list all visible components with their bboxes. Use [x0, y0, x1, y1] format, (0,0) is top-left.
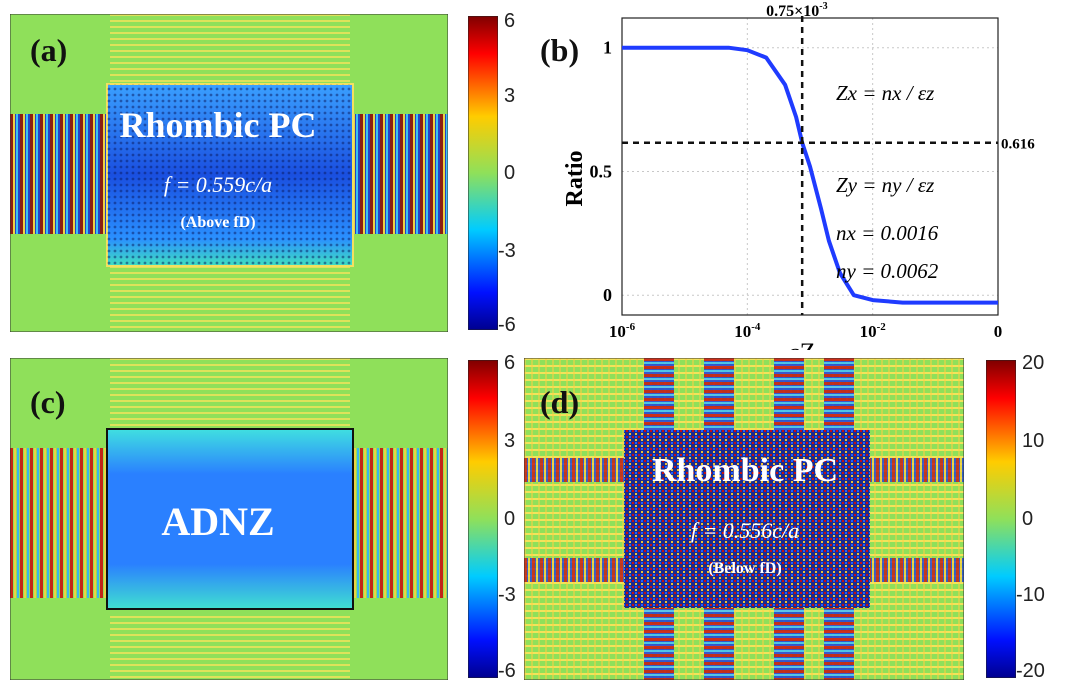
panel-b-label: (b) — [540, 32, 580, 68]
y-tick-label-2: 1 — [603, 38, 612, 58]
panel-c-label: (c) — [30, 384, 66, 420]
colorbar-d-tick-3: 0 — [1022, 508, 1034, 530]
panel-d-title: Rhombic PC — [651, 452, 839, 489]
panel-d-field — [524, 358, 964, 680]
colorbar-a — [468, 16, 498, 330]
colorbar-c-tick-1: 6 — [504, 352, 516, 374]
colorbar-c-tick-5: -6 — [498, 660, 516, 682]
equation-zx: Zx = nx / εz — [836, 81, 934, 105]
x-tick-label-0: 10-6 — [609, 321, 636, 341]
colorbar-d-tick-1: 20 — [1022, 352, 1045, 374]
panel-a-note: (Above fD) — [180, 214, 256, 231]
colorbar-c — [468, 360, 498, 678]
colorbar-c-tick-3: 0 — [504, 508, 516, 530]
colorbar-d — [986, 360, 1016, 678]
nx-value: nx = 0.0016 — [836, 221, 939, 245]
panel-d-frequency: f = 0.556c/a — [690, 518, 800, 543]
series-line-0 — [622, 45, 998, 305]
equation-zy: Zy = ny / εz — [836, 173, 934, 197]
hline-label: 0.616 — [1001, 137, 1035, 153]
y-axis-label: Ratio — [562, 151, 588, 207]
panel-a-label: (a) — [30, 32, 68, 68]
colorbar-c-tick-2: 3 — [504, 430, 516, 452]
panel-a-field — [10, 14, 448, 332]
y-tick-label-0: 0 — [603, 285, 612, 305]
x-tick-label-2: 10-2 — [860, 321, 887, 341]
panel-d-note: (Below fD) — [708, 560, 782, 577]
panel-a-title: Rhombic PC — [119, 105, 317, 145]
x-axis-label: εZ — [789, 338, 816, 350]
colorbar-a-tick-1: 6 — [504, 10, 516, 32]
panel-d-label: (d) — [540, 384, 580, 420]
panel-a-frequency: f = 0.559c/a — [163, 172, 273, 197]
panel-c-field — [10, 358, 448, 680]
x-tick-label-1: 10-4 — [734, 321, 761, 341]
vline-label: 0.75×10-3 — [766, 1, 827, 20]
colorbar-a-tick-2: 3 — [504, 85, 516, 107]
colorbar-d-tick-4: -10 — [1016, 584, 1045, 606]
colorbar-a-tick-4: -3 — [498, 240, 516, 262]
plot-frame — [621, 17, 999, 316]
ny-value: ny = 0.0062 — [836, 259, 939, 283]
y-tick-label-1: 0.5 — [590, 161, 613, 181]
colorbar-c-tick-4: -3 — [498, 584, 516, 606]
colorbar-a-tick-5: -6 — [498, 314, 516, 336]
colorbar-a-tick-3: 0 — [504, 162, 516, 184]
ratio-chart: 10-6 10-4 10-2 0 0 0.5 1 Ratio εZ 0.75×10-3 0.616 Z… — [562, 1, 1035, 350]
x-tick-label-3: 0 — [994, 322, 1003, 341]
colorbar-d-tick-2: 10 — [1022, 430, 1045, 452]
colorbar-d-tick-5: -20 — [1016, 660, 1045, 682]
panel-c-title: ADNZ — [161, 499, 275, 544]
